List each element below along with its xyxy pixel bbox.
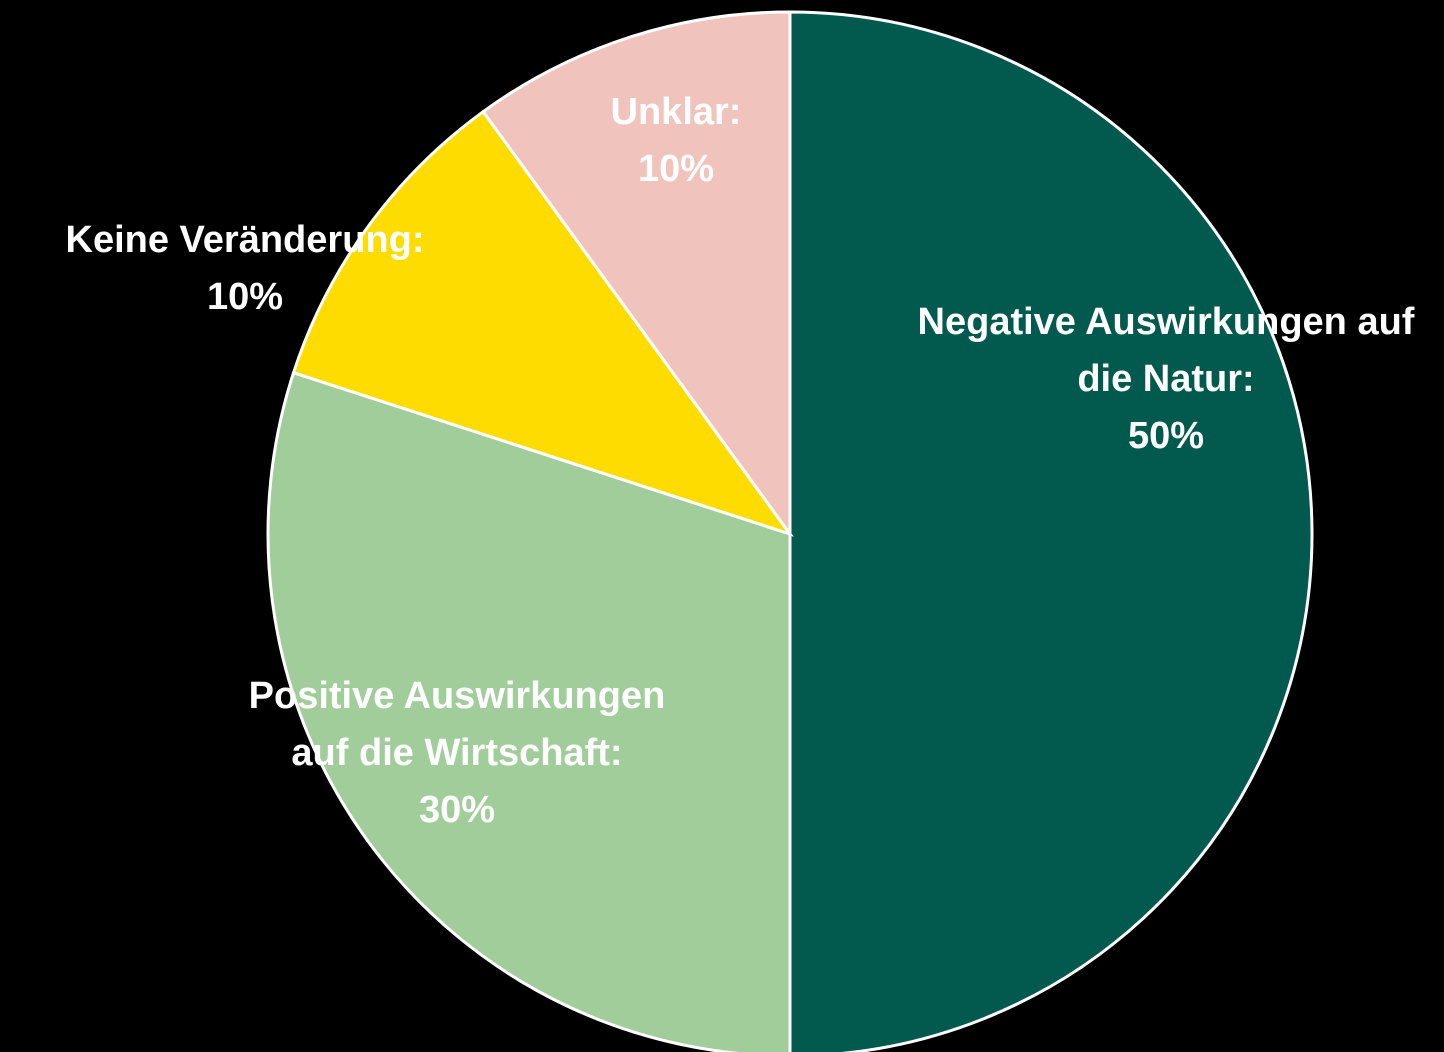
slice-label: Negative Auswirkungen auf die Natur: 50% — [896, 294, 1436, 465]
slice-label: Unklar: 10% — [526, 84, 826, 198]
pie-slice — [788, 10, 1314, 1052]
pie-slice — [481, 10, 792, 539]
category-label: Unklar: — [610, 91, 742, 133]
slice-label: Keine Veränderung: 10% — [5, 212, 485, 326]
value-label: 10% — [637, 148, 715, 190]
pie-slice — [266, 370, 792, 1052]
category-label: Positive Auswirkungen auf die Wirtschaft… — [248, 675, 666, 774]
value-label: 10% — [206, 276, 284, 318]
slice-label: Positive Auswirkungen auf die Wirtschaft… — [247, 668, 667, 839]
category-label: Keine Veränderung: — [65, 219, 425, 261]
category-label: Negative Auswirkungen auf die Natur: — [917, 301, 1415, 400]
value-label: 50% — [1127, 415, 1205, 457]
value-label: 30% — [418, 789, 496, 831]
pie-slice — [291, 109, 794, 537]
